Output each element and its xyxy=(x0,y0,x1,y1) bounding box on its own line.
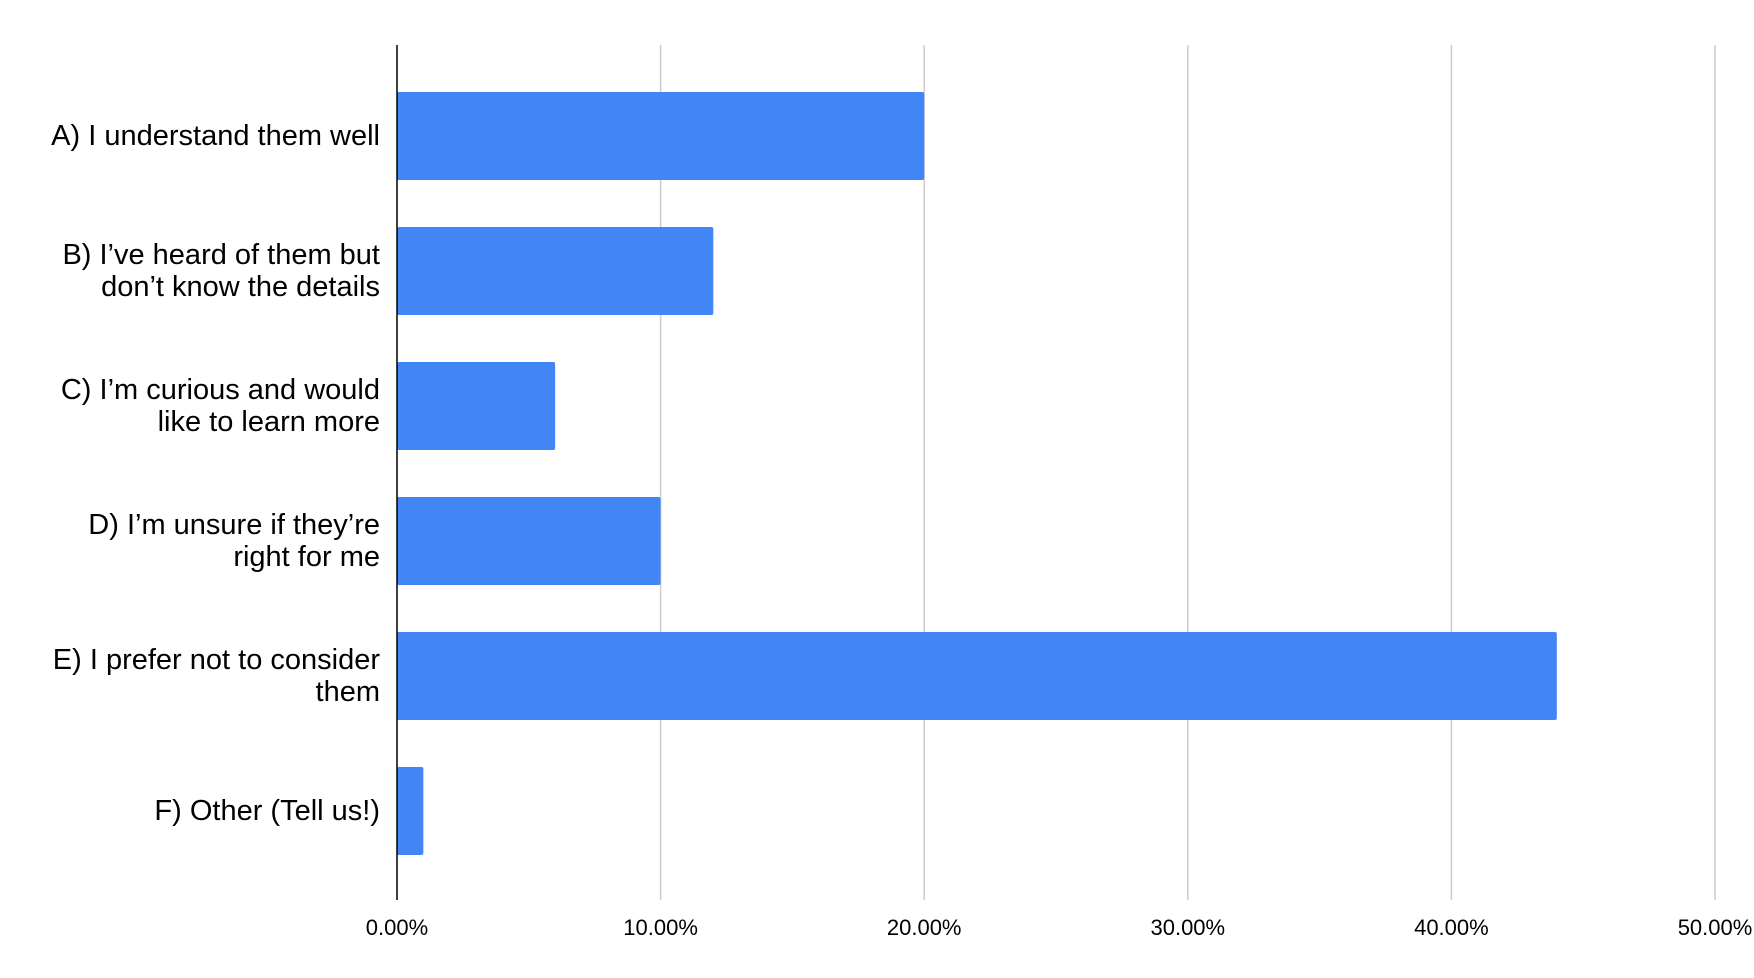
y-tick-label: E) I prefer not to consider them xyxy=(52,644,380,708)
bar xyxy=(397,227,714,315)
x-tick-label: 30.00% xyxy=(1150,915,1225,940)
x-tick-label: 0.00% xyxy=(366,915,428,940)
bar xyxy=(397,497,661,585)
x-tick-label: 50.00% xyxy=(1678,915,1753,940)
y-tick-label: D) I’m unsure if they’re right for me xyxy=(88,509,380,573)
x-tick-label: 40.00% xyxy=(1414,915,1489,940)
bar xyxy=(397,92,925,180)
bar xyxy=(397,362,556,450)
bar xyxy=(397,767,424,855)
y-tick-label: A) I understand them well xyxy=(51,120,380,152)
y-tick-label: F) Other (Tell us!) xyxy=(154,795,380,827)
y-tick-label: C) I’m curious and would like to learn m… xyxy=(60,374,380,438)
y-tick-label: B) I’ve heard of them but don’t know the… xyxy=(62,239,380,303)
x-tick-label: 10.00% xyxy=(623,915,698,940)
bar xyxy=(397,632,1557,720)
x-tick-label: 20.00% xyxy=(887,915,962,940)
